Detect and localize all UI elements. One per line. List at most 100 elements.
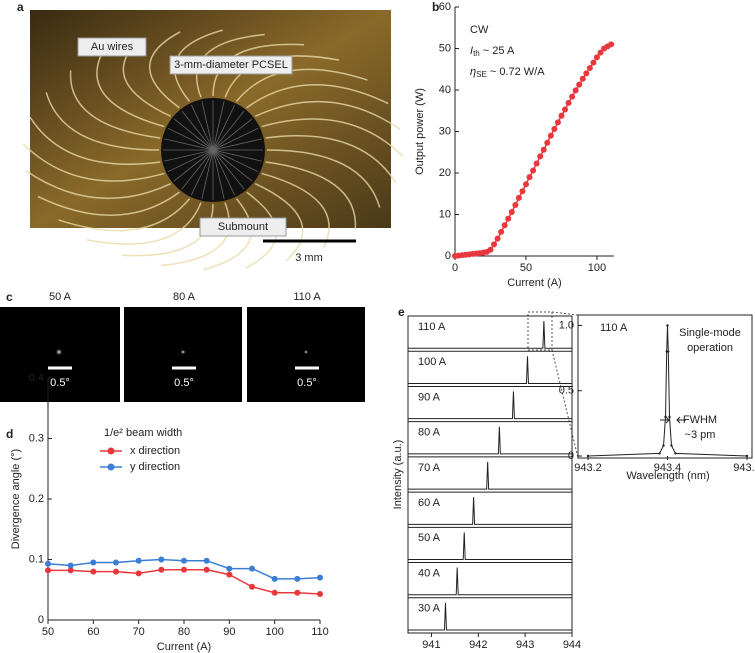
beam-images: 50 A 80 A 110 A 0.5° 0.5° 0.5°	[0, 291, 365, 402]
y-tick-label: 1.0	[559, 319, 574, 331]
wire	[261, 118, 404, 157]
data-point	[508, 209, 515, 216]
data-point	[522, 181, 529, 188]
data-point	[249, 583, 255, 590]
data-point	[540, 146, 547, 153]
x-tick-label: 944	[563, 639, 581, 651]
annotation-subscript: th	[473, 49, 480, 58]
data-point	[294, 589, 301, 596]
x-tick-label: 50	[42, 626, 54, 638]
data-point	[586, 454, 590, 458]
data-point	[666, 324, 669, 327]
data-point	[583, 70, 590, 77]
data-point	[249, 565, 255, 572]
data-point	[519, 188, 526, 195]
spoke	[212, 149, 259, 173]
spoke	[167, 127, 214, 151]
wire	[22, 143, 165, 182]
legend-label: y direction	[130, 461, 180, 473]
wire	[69, 70, 161, 139]
wire	[254, 182, 304, 262]
wire	[149, 31, 181, 109]
x-tick-label: 943.4	[654, 462, 682, 474]
data-point	[67, 567, 74, 574]
spectrum-peak	[408, 567, 572, 596]
y-axis-label: Divergence angle (°)	[10, 449, 22, 549]
panel-letter: e	[398, 305, 405, 319]
y-tick-label: 50	[439, 42, 451, 54]
spoke	[167, 149, 214, 173]
y-tick-label: 0.4	[29, 372, 44, 384]
data-point	[203, 566, 210, 573]
annotation: Single-mode	[679, 327, 741, 339]
data-point	[158, 556, 165, 563]
legend-title: 1/e² beam width	[104, 427, 182, 439]
data-point	[593, 54, 600, 61]
wire	[121, 203, 214, 257]
y-axis-label: Intensity (a.u.)	[392, 440, 404, 510]
wire	[96, 52, 165, 128]
spectrum-peak	[408, 356, 572, 384]
data-point	[562, 106, 569, 113]
x-tick-label: 80	[178, 626, 190, 638]
zoom-indicator	[527, 311, 579, 459]
data-point	[271, 575, 278, 582]
frame	[407, 315, 573, 634]
spoke	[212, 104, 236, 151]
data-point	[501, 222, 508, 229]
y-tick-label: 0.5	[559, 385, 574, 397]
row-label: 40 A	[418, 567, 441, 579]
y-tick-label: 0.1	[29, 553, 44, 565]
annotation-symbol: I	[470, 45, 473, 57]
data-point	[551, 126, 558, 133]
spoke	[173, 118, 214, 151]
spoke	[212, 118, 253, 151]
row-label: 90 A	[418, 391, 441, 403]
spoke	[212, 149, 236, 196]
x-axis-label: Current (A)	[507, 277, 561, 289]
spoke	[164, 149, 214, 162]
data-point	[498, 228, 505, 235]
legend-marker	[107, 463, 115, 471]
data-point	[90, 559, 97, 566]
x-axis-label: Current (A)	[157, 641, 211, 653]
wire	[58, 198, 191, 232]
x-axis-label: Wavelength (nm)	[626, 470, 709, 482]
data-point	[674, 452, 677, 455]
annotation-text: ~ 25 A	[480, 45, 515, 57]
data-point	[608, 41, 615, 48]
row-label: 50 A	[418, 532, 441, 544]
data-point	[90, 568, 97, 575]
data-point	[569, 93, 576, 100]
x-tick-label: 943.2	[574, 462, 602, 474]
data-point	[226, 571, 233, 578]
data-point	[558, 112, 565, 119]
wire	[25, 170, 172, 200]
panel-letter: a	[17, 0, 24, 14]
panel-letter: c	[6, 290, 13, 304]
annotation: ηSE ~ 0.72 W/A	[470, 66, 545, 79]
row-label: 60 A	[418, 497, 441, 509]
data-point	[491, 241, 498, 248]
spoke	[212, 149, 262, 162]
data-point	[505, 215, 512, 222]
y-tick-label: 30	[439, 125, 451, 137]
legend-label: x direction	[130, 445, 180, 457]
beam-label: 80 A	[173, 291, 196, 303]
data-point	[113, 559, 119, 566]
wire	[161, 202, 230, 267]
spectrum-peak	[408, 497, 572, 525]
x-tick-label: 60	[87, 626, 99, 638]
data-point	[158, 566, 165, 573]
data-point	[45, 560, 51, 567]
wire	[246, 84, 389, 109]
x-tick-label: 90	[223, 626, 235, 638]
photo: Au wires 3-mm-diameter PCSEL Submount 3 …	[22, 10, 404, 271]
x-tick-label: 0	[452, 262, 458, 274]
row-label: 80 A	[418, 427, 441, 439]
wire	[196, 33, 265, 98]
data-point	[565, 99, 572, 106]
spectrum-peak	[408, 602, 572, 631]
data-point	[317, 574, 323, 581]
spectrum-peak	[408, 532, 572, 561]
